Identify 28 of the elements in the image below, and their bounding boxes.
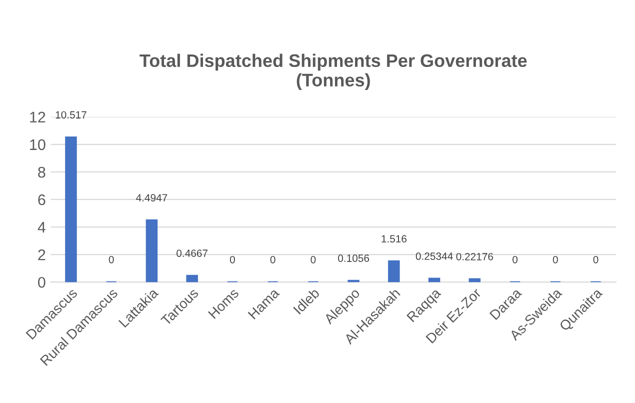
data-label: 0 [270, 256, 276, 264]
chart-title: Total Dispatched Shipments Per Governorate (Tonnes) [140, 54, 527, 90]
y-tick-label: 0 [38, 276, 46, 288]
data-label: 0 [552, 256, 558, 264]
data-label: 4.4947 [136, 194, 168, 202]
y-tick-label: 2 [38, 249, 46, 260]
data-label: 10.517 [56, 111, 86, 119]
y-tick-label: 12 [30, 112, 46, 122]
bar [146, 219, 158, 282]
y-tick-label: 6 [38, 194, 46, 206]
data-label: 0 [310, 256, 316, 264]
bar [186, 274, 198, 282]
data-label: 0 [512, 256, 518, 264]
data-label: 0.25344 [416, 252, 453, 260]
y-tick-label: 10 [30, 139, 46, 150]
data-label: 0 [230, 256, 235, 264]
bar [388, 260, 400, 282]
data-label: 0.4667 [176, 250, 208, 257]
data-label: 0 [108, 256, 114, 264]
data-label: 0.1056 [338, 254, 370, 262]
data-label: 1.516 [382, 235, 407, 242]
y-tick-label: 8 [38, 166, 46, 178]
data-label: 0.22176 [456, 252, 494, 260]
bar [65, 136, 77, 282]
data-label: 0 [593, 256, 598, 264]
bar [468, 278, 481, 282]
y-tick-label: 4 [38, 222, 46, 233]
bar [428, 278, 440, 282]
